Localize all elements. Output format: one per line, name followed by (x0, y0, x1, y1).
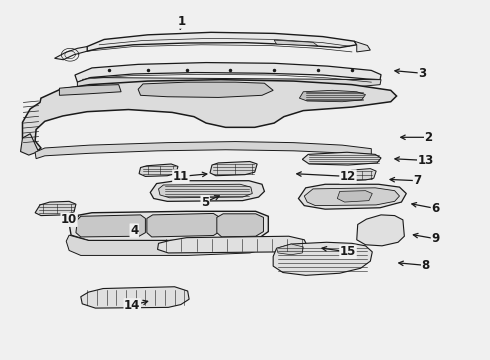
Polygon shape (81, 287, 189, 308)
Polygon shape (66, 235, 269, 256)
Polygon shape (76, 215, 146, 237)
Polygon shape (276, 244, 303, 255)
Polygon shape (302, 152, 381, 165)
Text: 3: 3 (418, 67, 426, 80)
Text: 10: 10 (61, 213, 77, 226)
Text: 12: 12 (340, 170, 356, 183)
Polygon shape (75, 63, 381, 82)
Polygon shape (69, 211, 269, 240)
Polygon shape (35, 201, 76, 216)
Polygon shape (147, 213, 220, 237)
Polygon shape (87, 32, 357, 51)
Polygon shape (150, 181, 265, 201)
Text: 4: 4 (130, 224, 138, 237)
Polygon shape (23, 80, 396, 152)
Polygon shape (210, 162, 257, 176)
Polygon shape (59, 85, 121, 95)
Polygon shape (337, 191, 372, 202)
Polygon shape (138, 82, 273, 98)
Text: 1: 1 (178, 15, 186, 28)
Polygon shape (21, 134, 39, 155)
Polygon shape (274, 40, 318, 46)
Polygon shape (54, 46, 87, 60)
Text: 14: 14 (124, 299, 141, 312)
Text: 9: 9 (431, 232, 440, 245)
Text: 5: 5 (201, 195, 209, 208)
Polygon shape (217, 214, 264, 237)
Polygon shape (159, 184, 252, 198)
Polygon shape (344, 168, 376, 181)
Text: 6: 6 (431, 202, 440, 215)
Text: 13: 13 (417, 154, 434, 167)
Polygon shape (304, 188, 399, 206)
Polygon shape (273, 242, 372, 275)
Polygon shape (77, 77, 381, 91)
Text: 7: 7 (414, 174, 421, 187)
Polygon shape (139, 164, 178, 176)
Text: 8: 8 (421, 259, 430, 272)
Text: 11: 11 (173, 170, 189, 183)
Text: 15: 15 (340, 246, 356, 258)
Polygon shape (158, 236, 307, 253)
Polygon shape (299, 90, 366, 102)
Text: 2: 2 (424, 131, 433, 144)
Polygon shape (298, 184, 406, 209)
Polygon shape (35, 141, 371, 159)
Polygon shape (357, 215, 404, 246)
Polygon shape (354, 41, 370, 52)
